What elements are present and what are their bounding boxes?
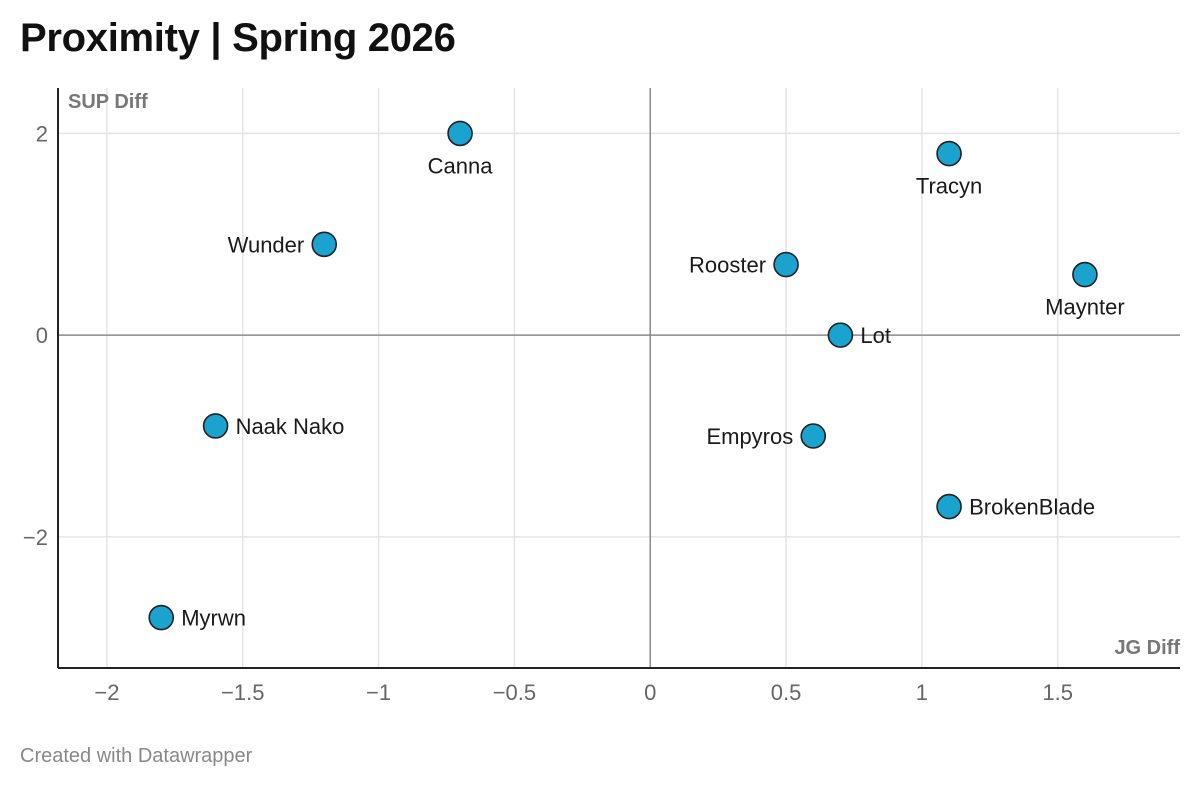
data-point-label: BrokenBlade xyxy=(969,495,1095,520)
x-tick-label: 1 xyxy=(916,680,928,705)
data-point-label: Lot xyxy=(860,323,891,348)
data-point-label: Maynter xyxy=(1045,295,1124,320)
data-point xyxy=(311,231,338,258)
y-axis-title: SUP Diff xyxy=(68,91,148,113)
data-point xyxy=(936,493,962,520)
data-point-label: Empyros xyxy=(706,424,793,449)
data-point xyxy=(1072,261,1098,288)
data-point-label: Tracyn xyxy=(916,174,982,199)
data-point xyxy=(773,251,799,278)
chart-title: Proximity | Spring 2026 xyxy=(20,16,456,60)
x-axis-title: JG Diff xyxy=(1114,637,1180,659)
x-tick-label: −0.5 xyxy=(493,680,536,705)
data-point xyxy=(148,604,175,631)
x-tick-label: −1 xyxy=(366,680,391,705)
y-tick-label: −2 xyxy=(23,525,48,550)
x-tick-label: −1.5 xyxy=(221,680,264,705)
x-tick-label: 1.5 xyxy=(1042,680,1073,705)
data-point-label: Wunder xyxy=(228,232,305,257)
grid-lines xyxy=(58,88,1180,668)
y-tick-label: 0 xyxy=(36,323,48,348)
data-point xyxy=(202,413,229,439)
tick-labels: −2 −1.5 −1 −0.5 0 0.5 1 1.5 2 0 −2 xyxy=(23,121,1073,705)
data-point-label: Canna xyxy=(428,153,494,178)
y-tick-label: 2 xyxy=(36,121,48,146)
data-point xyxy=(447,120,473,147)
data-point xyxy=(936,140,962,167)
x-tick-label: −2 xyxy=(94,680,119,705)
data-point xyxy=(800,423,827,449)
axes xyxy=(57,88,1180,669)
footer-credit: Created with Datawrapper xyxy=(20,745,253,767)
x-tick-label: 0 xyxy=(644,680,656,705)
x-tick-label: 0.5 xyxy=(771,680,802,705)
data-point-label: Naak Nako xyxy=(236,414,345,439)
data-point-label: Rooster xyxy=(689,253,766,278)
data-point-label: Myrwn xyxy=(181,606,246,631)
data-point-labels: Canna Tracyn Wunder Rooster Maynter Lot Naak N… xyxy=(181,153,1124,630)
data-point xyxy=(827,322,854,348)
data-points xyxy=(148,120,1098,631)
